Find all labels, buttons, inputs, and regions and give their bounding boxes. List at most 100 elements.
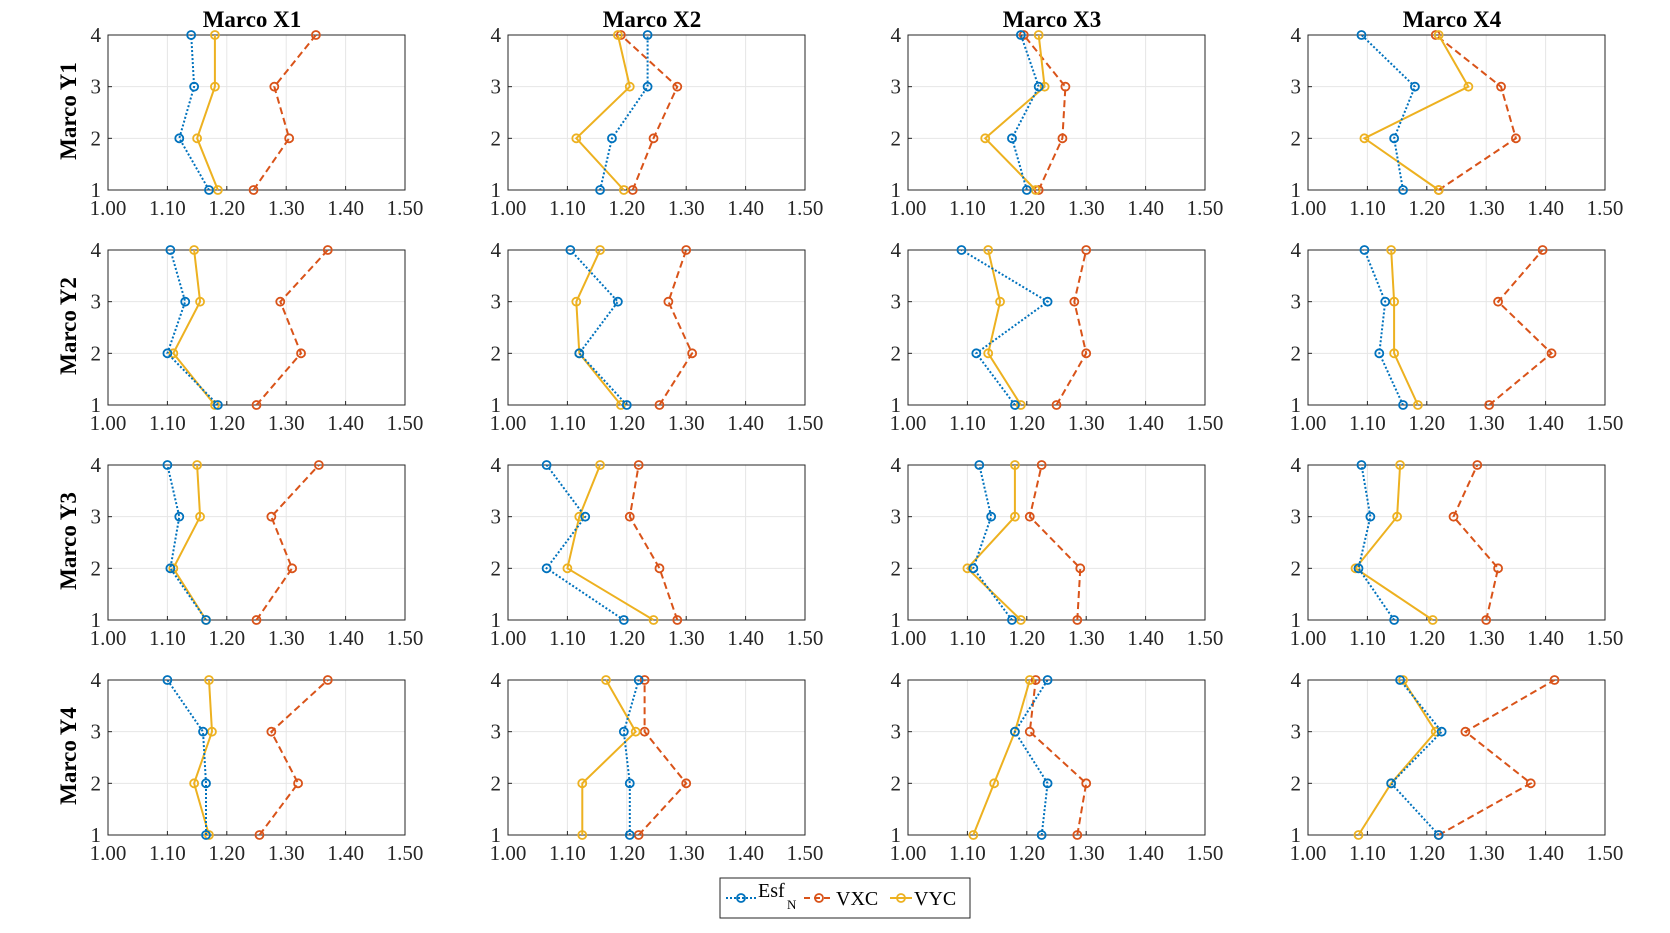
- column-title-x4: Marco X4: [1403, 7, 1502, 32]
- series-line-vxc: [1435, 34, 1518, 191]
- point-vxc: [681, 778, 692, 789]
- y-tick-label: 1: [491, 608, 502, 632]
- panel-r4-c4: 1.00 1.10 1.20 1.30 1.40 1.50 1 2 3 4: [1290, 668, 1624, 865]
- point-vxc: [624, 511, 635, 522]
- point-esfn: [607, 133, 617, 144]
- point-esfn: [1386, 778, 1397, 789]
- point-esfn: [1010, 726, 1020, 737]
- series-line-esfn: [178, 34, 210, 191]
- x-tick-label: 1.50: [387, 841, 424, 865]
- point-vxc: [269, 81, 280, 92]
- point-esfn: [1353, 563, 1364, 574]
- point-vxc: [1030, 675, 1041, 685]
- y-tick-label: 4: [1291, 453, 1302, 477]
- x-tick-label: 1.50: [787, 196, 824, 220]
- x-tick-label: 1.00: [90, 411, 127, 435]
- point-vyc: [189, 245, 200, 255]
- x-tick-label: 1.40: [727, 841, 764, 865]
- panel-r2-c2: 1.00 1.10 1.20 1.30 1.40 1.50 1 2 3 4: [490, 238, 824, 435]
- point-vyc: [980, 133, 991, 144]
- point-esfn: [186, 30, 197, 40]
- x-tick-label: 1.20: [208, 626, 245, 650]
- point-vxc: [1051, 400, 1062, 410]
- x-tick-label: 1.10: [1349, 626, 1386, 650]
- x-tick-label: 1.10: [949, 626, 986, 650]
- y-tick-label: 1: [491, 823, 502, 847]
- point-vxc: [1448, 511, 1459, 522]
- point-esfn: [968, 563, 979, 574]
- point-esfn: [1007, 615, 1017, 625]
- point-vyc: [577, 778, 588, 789]
- point-esfn: [1374, 348, 1385, 359]
- panels-layer: 1.00 1.10 1.20 1.30 1.40 1.50 1 2 3 4 1.00 1.10 1.20…: [90, 23, 1624, 865]
- x-tick-label: 1.10: [1349, 411, 1386, 435]
- y-tick-label: 2: [491, 341, 502, 365]
- x-tick-label: 1.00: [890, 196, 927, 220]
- x-tick-label: 1.50: [787, 841, 824, 865]
- point-esfn: [1356, 460, 1367, 470]
- point-vyc: [1430, 726, 1441, 737]
- series-line-vyc: [983, 34, 1046, 191]
- point-vxc: [287, 563, 298, 574]
- point-vyc: [212, 185, 223, 195]
- point-vyc: [989, 778, 1000, 789]
- panel-r1-c4: 1.00 1.10 1.20 1.30 1.40 1.50 1 2 3 4: [1290, 23, 1624, 220]
- y-tick-label: 3: [91, 75, 102, 99]
- point-esfn: [1395, 675, 1405, 685]
- y-tick-label: 4: [1291, 23, 1302, 47]
- legend-entry-vxc: VXC: [804, 888, 878, 910]
- point-vyc: [204, 675, 214, 685]
- point-vxc: [322, 675, 333, 685]
- point-vxc: [251, 615, 262, 625]
- point-esfn: [201, 830, 211, 840]
- point-vxc: [663, 296, 674, 307]
- y-tick-label: 1: [891, 608, 902, 632]
- x-tick-label: 1.30: [668, 841, 705, 865]
- point-vxc: [1024, 726, 1035, 737]
- point-vyc: [574, 511, 585, 522]
- series-line-vxc: [1028, 464, 1082, 621]
- point-esfn: [621, 400, 632, 410]
- point-vyc: [1463, 81, 1474, 92]
- x-tick-label: 1.40: [1127, 196, 1164, 220]
- point-vyc: [192, 460, 203, 470]
- x-tick-label: 1.50: [387, 626, 424, 650]
- x-tick-label: 1.20: [1408, 841, 1445, 865]
- x-tick-label: 1.00: [890, 626, 927, 650]
- legend-vyc-label: VYC: [914, 888, 956, 910]
- point-vxc: [254, 830, 265, 840]
- x-tick-label: 1.40: [1527, 411, 1564, 435]
- point-vyc: [1033, 30, 1044, 40]
- y-tick-label: 2: [1291, 341, 1302, 365]
- point-esfn: [1436, 726, 1447, 737]
- x-tick-label: 1.10: [549, 841, 586, 865]
- point-esfn: [565, 245, 576, 255]
- y-tick-label: 3: [91, 505, 102, 529]
- legend-esfn-subscript: N: [787, 897, 797, 912]
- point-vxc: [672, 615, 683, 625]
- y-tick-label: 1: [491, 393, 502, 417]
- series-line-esfn: [972, 464, 1013, 621]
- legend-entry-esfn: Esf N: [726, 880, 797, 912]
- x-tick-label: 1.30: [1468, 626, 1505, 650]
- y-tick-label: 4: [891, 238, 902, 262]
- point-esfn: [974, 460, 985, 470]
- y-tick-label: 1: [891, 393, 902, 417]
- x-tick-label: 1.00: [490, 196, 527, 220]
- point-vxc: [296, 348, 306, 359]
- point-esfn: [1389, 133, 1400, 144]
- point-vyc: [192, 133, 203, 144]
- x-tick-label: 1.40: [1527, 196, 1564, 220]
- point-esfn: [971, 348, 982, 359]
- y-tick-label: 1: [891, 178, 902, 202]
- series-line-esfn: [1389, 679, 1444, 836]
- point-vyc: [595, 245, 605, 255]
- point-esfn: [1007, 133, 1017, 144]
- point-vyc: [630, 726, 641, 737]
- x-tick-label: 1.20: [1008, 626, 1045, 650]
- y-tick-label: 2: [91, 556, 102, 580]
- x-tick-label: 1.50: [1187, 411, 1224, 435]
- point-vxc: [1057, 133, 1068, 144]
- point-esfn: [541, 460, 552, 470]
- x-tick-label: 1.20: [608, 841, 645, 865]
